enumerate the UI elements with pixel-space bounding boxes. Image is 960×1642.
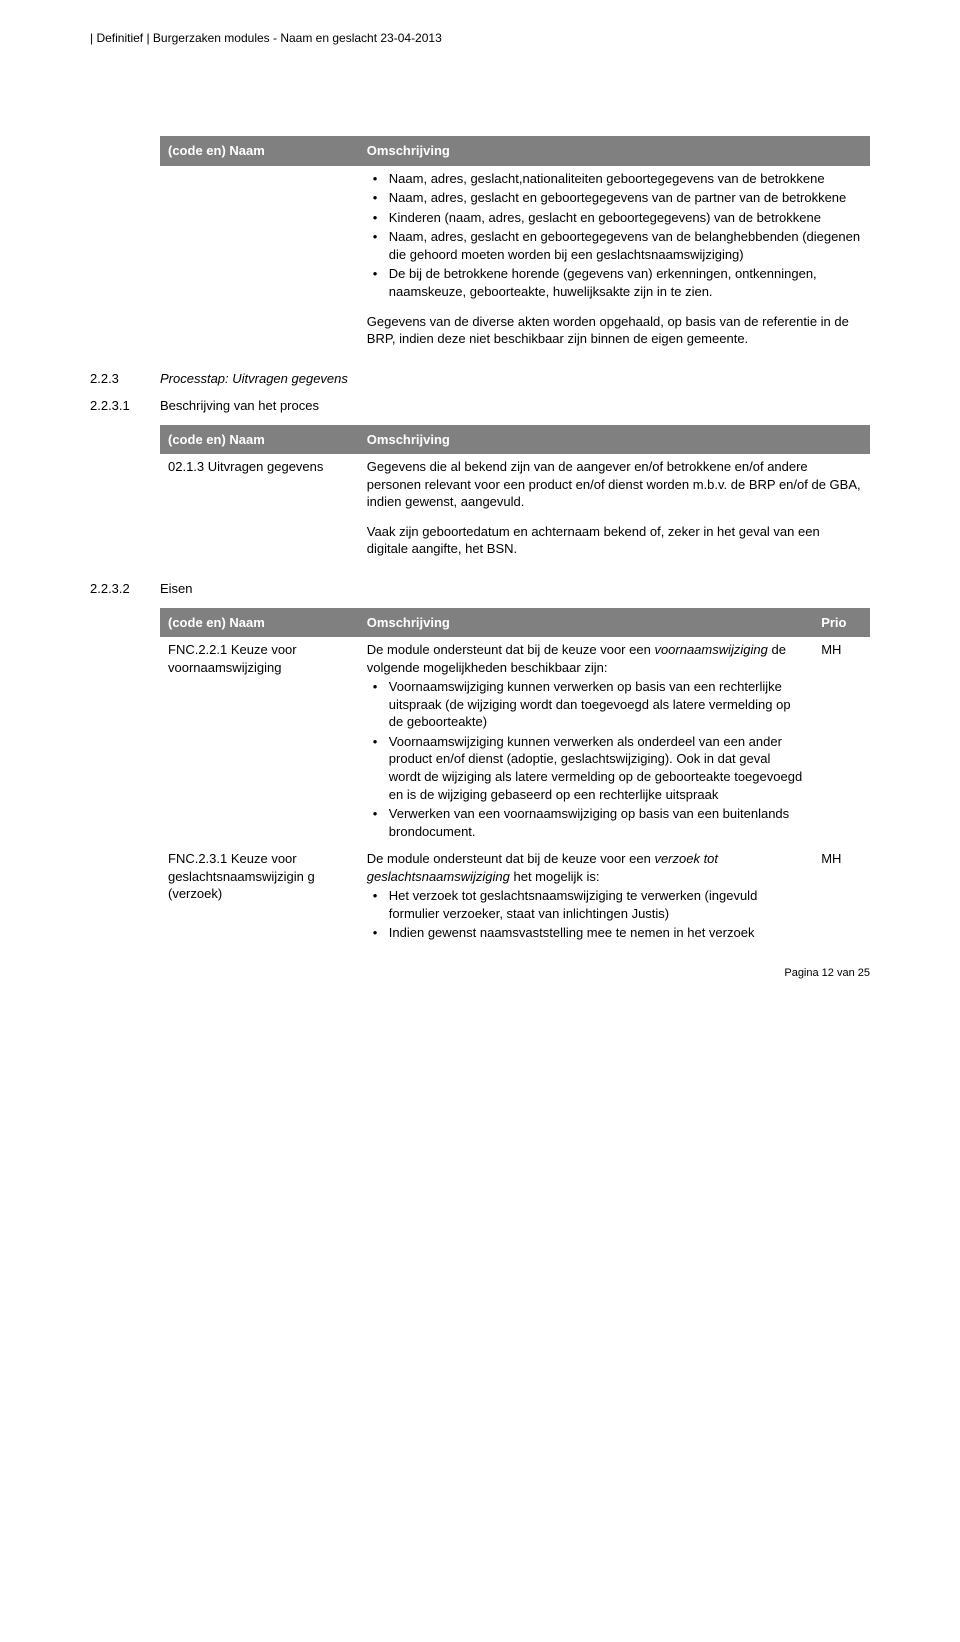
table3-r0-desc: De module ondersteunt dat bij de keuze v… [359,637,813,846]
table-2: (code en) Naam Omschrijving 02.1.3 Uitvr… [160,425,870,562]
intro-pre: De module ondersteunt dat bij de keuze v… [367,642,655,657]
table1-wrapper: (code en) Naam Omschrijving Naam, adres,… [160,136,870,351]
section-number: 2.2.3.2 [90,580,160,598]
table3-r1-prio: MH [813,846,870,948]
table-row: Naam, adres, geslacht,nationaliteiten ge… [160,166,870,352]
intro-italic: voornaamswijziging [654,642,767,657]
table2-cell-desc: Gegevens die al bekend zijn van de aange… [359,454,870,562]
table3-r1-desc: De module ondersteunt dat bij de keuze v… [359,846,813,948]
table3-r1-name: FNC.2.3.1 Keuze voor geslachtsnaamswijzi… [160,846,359,948]
table1-cell-name [160,166,359,352]
table-row: FNC.2.2.1 Keuze voor voornaamswijziging … [160,637,870,846]
section-number: 2.2.3.1 [90,397,160,415]
list-item: De bij de betrokkene horende (gegevens v… [367,265,862,300]
list-item: Naam, adres, geslacht en geboortegegeven… [367,228,862,263]
section-223: 2.2.3 Processtap: Uitvragen gegevens [90,370,870,388]
table3-r0-name: FNC.2.2.1 Keuze voor voornaamswijziging [160,637,359,846]
table1-cell-desc: Naam, adres, geslacht,nationaliteiten ge… [359,166,870,352]
table2-cell-name: 02.1.3 Uitvragen gegevens [160,454,359,562]
list-item: Indien gewenst naamsvaststelling mee te … [367,924,805,942]
table3-r1-bullets: Het verzoek tot geslachtsnaamswijziging … [367,887,805,942]
list-item: Kinderen (naam, adres, geslacht en geboo… [367,209,862,227]
list-item: Voornaamswijziging kunnen verwerken op b… [367,678,805,731]
table1-bullets: Naam, adres, geslacht,nationaliteiten ge… [367,170,862,301]
list-item: Voornaamswijziging kunnen verwerken als … [367,733,805,803]
table3-header-name: (code en) Naam [160,608,359,638]
table1-header-desc: Omschrijving [359,136,870,166]
table-3: (code en) Naam Omschrijving Prio FNC.2.2… [160,608,870,948]
section-2231: 2.2.3.1 Beschrijving van het proces [90,397,870,415]
intro-post: het mogelijk is: [510,869,600,884]
section-title: Eisen [160,580,193,598]
table-row: 02.1.3 Uitvragen gegevens Gegevens die a… [160,454,870,562]
section-title: Beschrijving van het proces [160,397,319,415]
table3-r0-prio: MH [813,637,870,846]
list-item: Naam, adres, geslacht,nationaliteiten ge… [367,170,862,188]
document-header: | Definitief | Burgerzaken modules - Naa… [90,30,870,46]
table3-wrapper: (code en) Naam Omschrijving Prio FNC.2.2… [160,608,870,948]
table3-header-desc: Omschrijving [359,608,813,638]
table-1: (code en) Naam Omschrijving Naam, adres,… [160,136,870,351]
section-2232: 2.2.3.2 Eisen [90,580,870,598]
section-number: 2.2.3 [90,370,160,388]
table2-para1: Gegevens die al bekend zijn van de aange… [367,458,862,511]
intro-pre: De module ondersteunt dat bij de keuze v… [367,851,655,866]
list-item: Naam, adres, geslacht en geboortegegeven… [367,189,862,207]
list-item: Verwerken van een voornaamswijziging op … [367,805,805,840]
table-row: FNC.2.3.1 Keuze voor geslachtsnaamswijzi… [160,846,870,948]
table2-header-name: (code en) Naam [160,425,359,455]
table2-header-desc: Omschrijving [359,425,870,455]
table1-header-name: (code en) Naam [160,136,359,166]
table3-r0-bullets: Voornaamswijziging kunnen verwerken op b… [367,678,805,840]
table3-header-prio: Prio [813,608,870,638]
table2-para2: Vaak zijn geboortedatum en achternaam be… [367,523,862,558]
page-footer: Pagina 12 van 25 [90,966,870,981]
table1-paragraph: Gegevens van de diverse akten worden opg… [367,313,862,348]
table2-wrapper: (code en) Naam Omschrijving 02.1.3 Uitvr… [160,425,870,562]
section-title: Processtap: Uitvragen gegevens [160,370,348,388]
list-item: Het verzoek tot geslachtsnaamswijziging … [367,887,805,922]
